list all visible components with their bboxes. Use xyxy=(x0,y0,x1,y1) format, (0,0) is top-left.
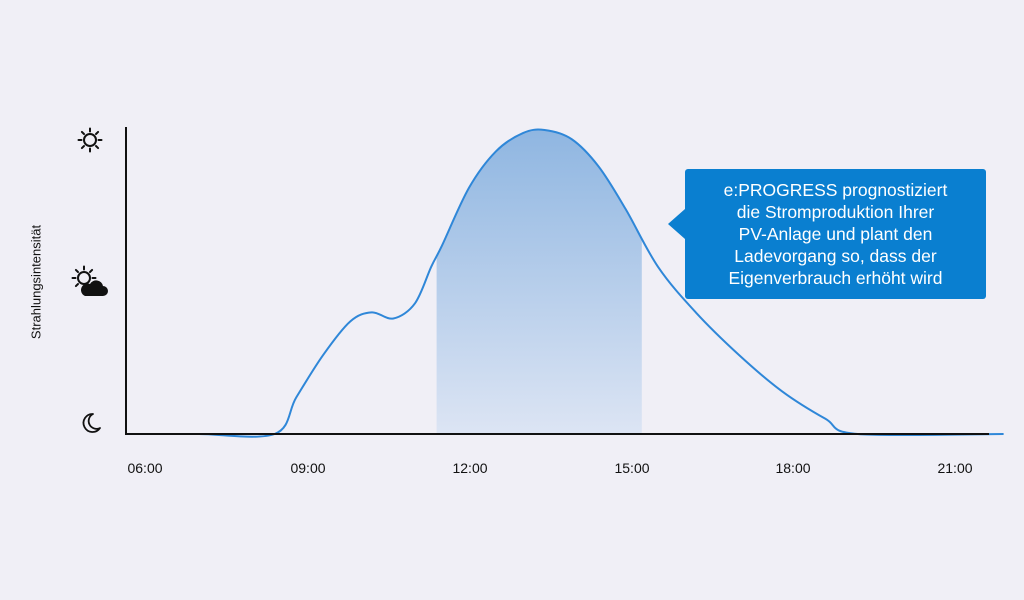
callout-text: e:PROGRESS prognostiziert die Stromprodu… xyxy=(723,180,948,288)
x-tick-label: 06:00 xyxy=(127,460,163,476)
sun-icon xyxy=(77,127,103,153)
series-line xyxy=(145,128,1004,438)
x-tick-label: 12:00 xyxy=(452,460,488,476)
x-tick-label: 18:00 xyxy=(775,460,811,476)
moon-icon xyxy=(82,413,101,433)
sun-behind-cloud-icon xyxy=(71,265,108,296)
x-tick-label: 15:00 xyxy=(614,460,650,476)
charging-window-area xyxy=(436,129,642,434)
y-axis-label: Strahlungsintensität xyxy=(28,224,44,340)
x-tick-label: 21:00 xyxy=(937,460,973,476)
x-tick-label: 09:00 xyxy=(290,460,326,476)
info-callout: e:PROGRESS prognostiziert die Stromprodu… xyxy=(668,169,986,299)
